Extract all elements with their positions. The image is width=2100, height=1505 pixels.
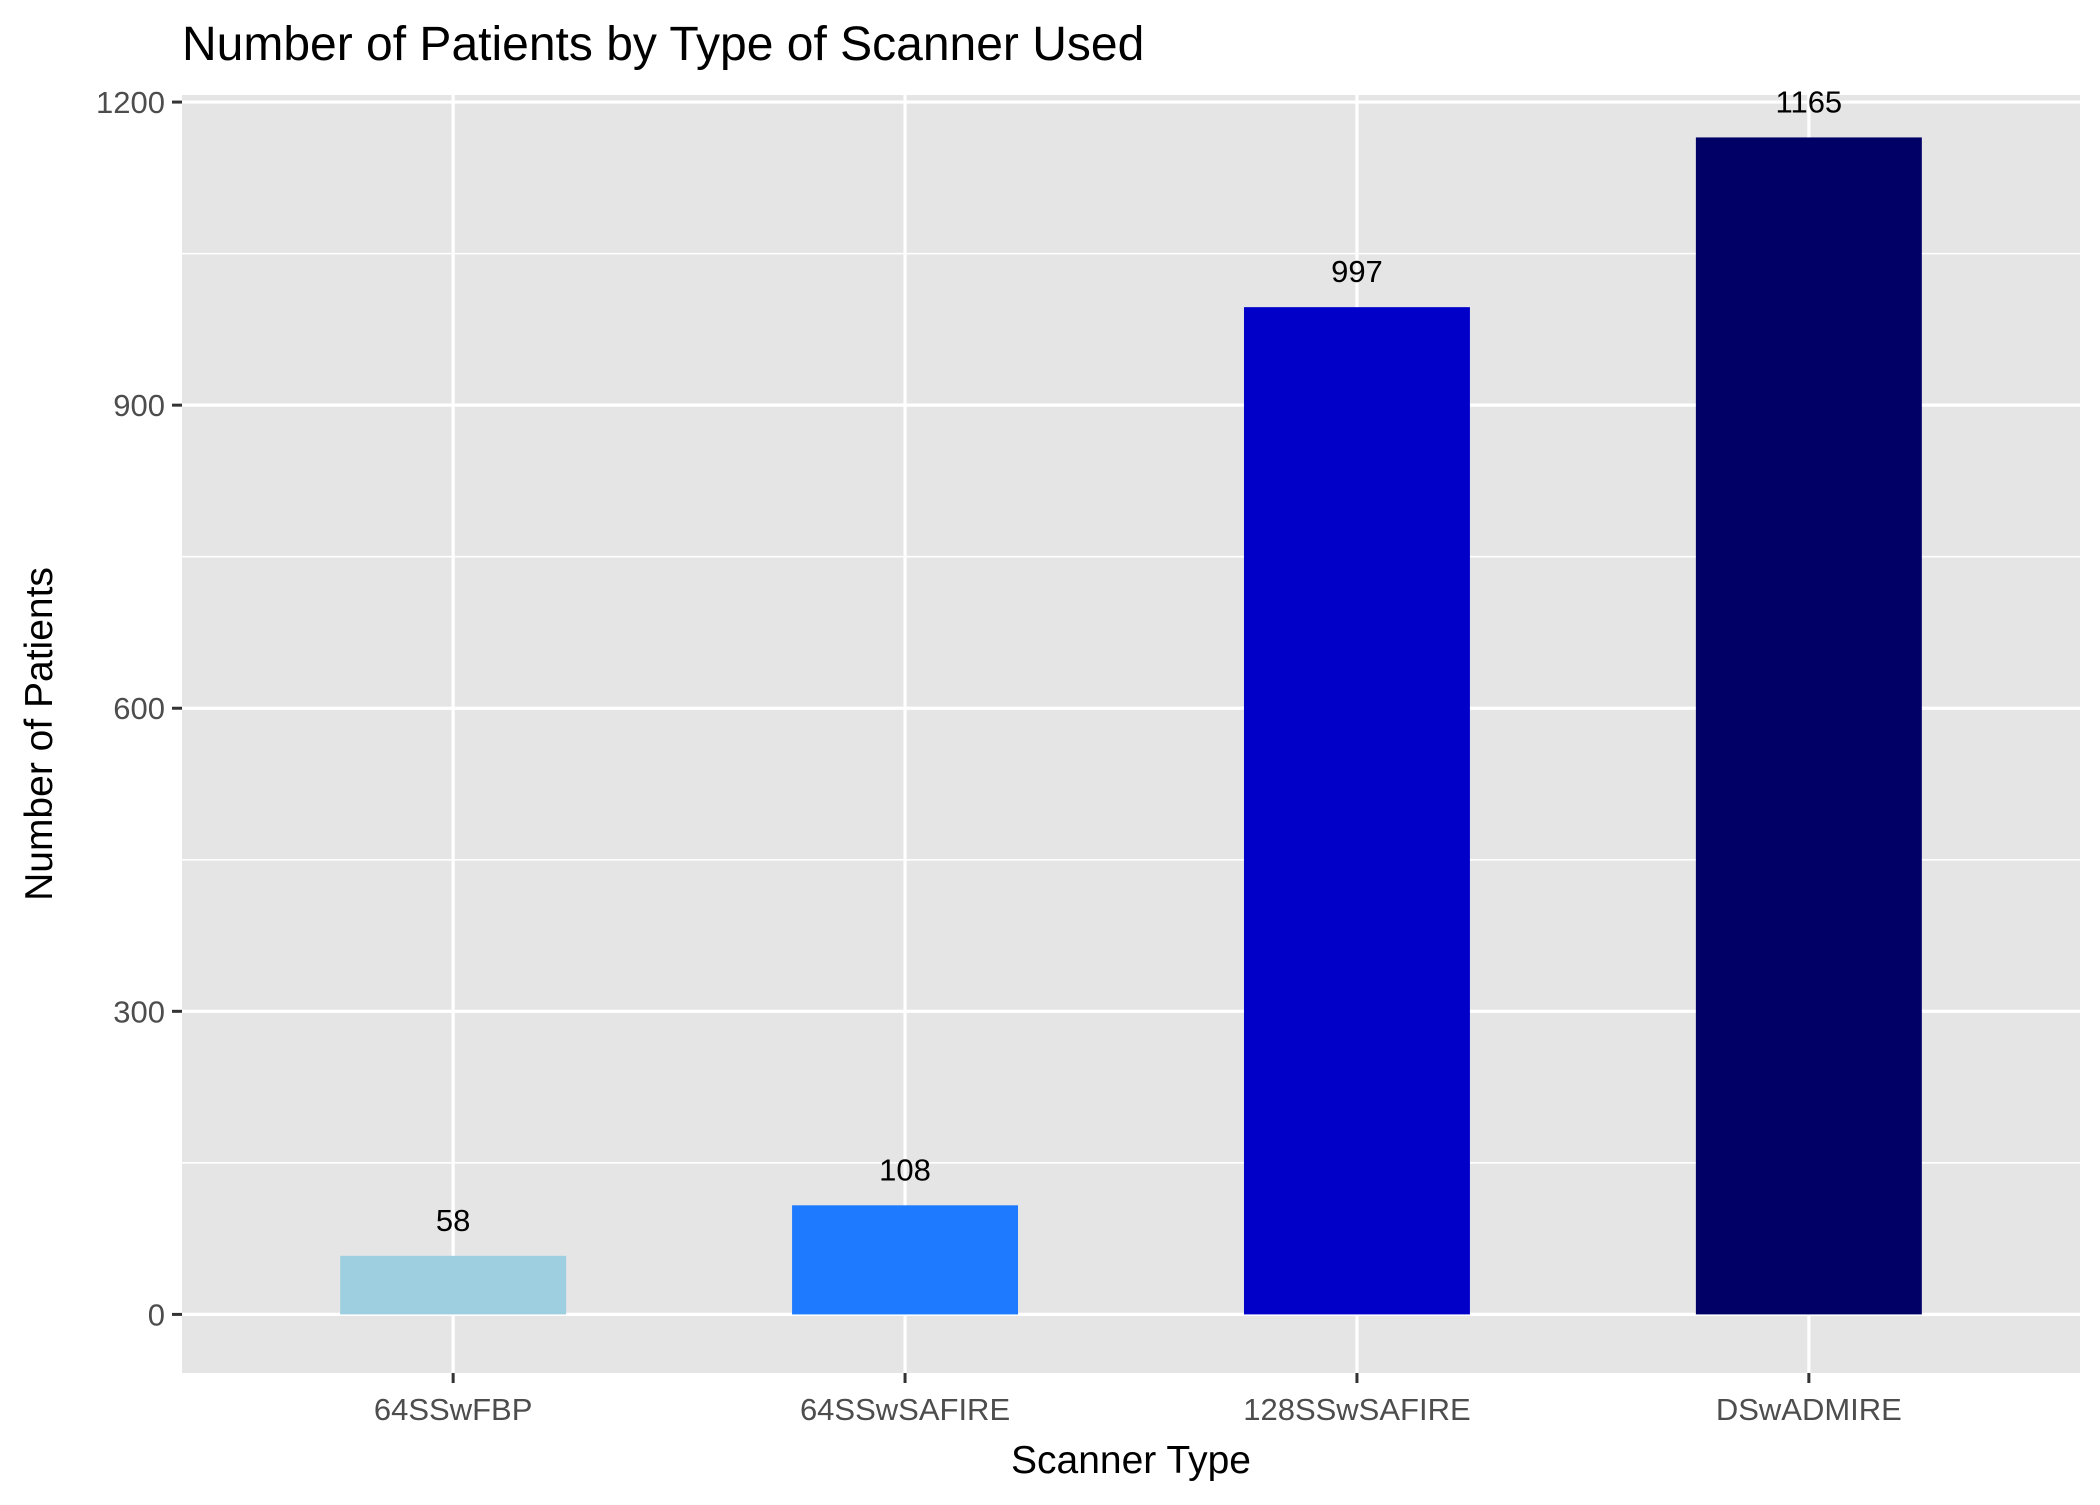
bar [340, 1255, 567, 1315]
bar [792, 1205, 1019, 1315]
y-tick-label: 600 [113, 691, 165, 726]
x-tick-label: 64SSwFBP [374, 1392, 533, 1427]
bar-value-label: 108 [879, 1152, 931, 1187]
bar-value-labels: 58 108 997 1165 [436, 84, 1842, 1237]
y-tick-label: 0 [148, 1297, 165, 1332]
y-tick-label: 1200 [96, 85, 165, 120]
chart-title: Number of Patients by Type of Scanner Us… [182, 18, 1144, 71]
y-axis: 0 300 600 900 1200 [96, 85, 182, 1332]
x-axis: 64SSwFBP 64SSwSAFIRE 128SSwSAFIRE DSwADMIRE [374, 1373, 1902, 1427]
x-tick-label: 64SSwSAFIRE [800, 1392, 1010, 1427]
x-tick-label: DSwADMIRE [1716, 1392, 1902, 1427]
y-tick-label: 300 [113, 994, 165, 1029]
bar-value-label: 1165 [1776, 84, 1843, 119]
bar-value-label: 997 [1331, 254, 1383, 289]
bar [1695, 137, 1922, 1315]
x-tick-label: 128SSwSAFIRE [1243, 1392, 1470, 1427]
bar-value-label: 58 [436, 1203, 470, 1238]
bar [1243, 307, 1470, 1315]
y-tick-label: 900 [113, 388, 165, 423]
x-axis-title: Scanner Type [1011, 1439, 1251, 1482]
bars [340, 137, 1922, 1315]
y-axis-title: Number of Patients [18, 567, 61, 901]
